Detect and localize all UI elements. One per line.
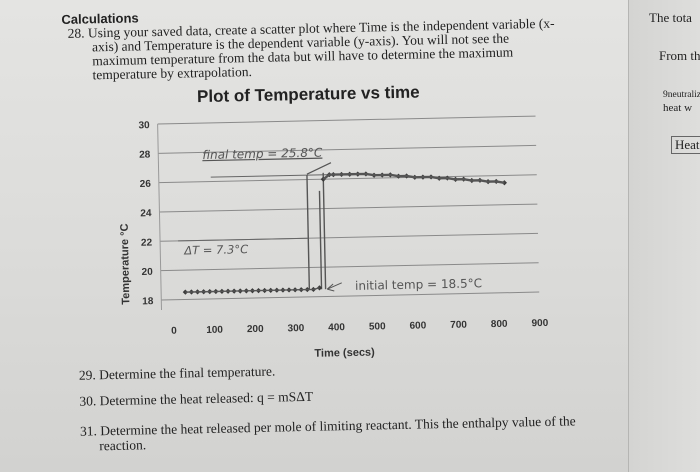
y-tick-label: 24 — [140, 208, 152, 219]
gridline-y-24 — [159, 203, 538, 213]
series-line — [322, 172, 505, 184]
y-tick-label: 20 — [141, 267, 153, 278]
extrapolation-line-2 — [318, 190, 323, 290]
y-axis-line — [157, 123, 163, 310]
question-31-line-2: reaction. — [99, 437, 147, 454]
annotation-lines — [178, 162, 342, 292]
adjacent-page-line-1: The tota — [649, 10, 692, 25]
data-points — [182, 171, 507, 295]
x-tick-label: 200 — [247, 324, 264, 335]
x-tick-label: 900 — [531, 318, 548, 329]
y-axis-label: Temperature °C — [119, 223, 133, 305]
extrapolation-line-1 — [306, 175, 311, 290]
gridline-y-30 — [157, 115, 536, 125]
x-tick-label: 400 — [328, 322, 345, 333]
initial-temp-arrow — [327, 282, 342, 290]
gridline-y-18 — [161, 291, 540, 301]
y-tick-label: 30 — [138, 120, 150, 131]
delta-t-line — [178, 237, 309, 242]
final-temp-line — [210, 174, 332, 178]
y-tick-labels: 18 20 22 24 26 28 30 — [138, 120, 153, 307]
x-tick-labels: 0 100 200 300 400 500 600 700 800 900 — [171, 318, 549, 337]
x-tick-label: 600 — [409, 320, 426, 331]
delta-t-annotation: ΔT = 7.3°C — [183, 242, 248, 257]
extrapolation-line-3 — [322, 172, 327, 290]
x-tick-label: 700 — [450, 320, 467, 331]
x-tick-label: 300 — [287, 323, 304, 334]
gridline-y-28 — [158, 144, 537, 154]
y-tick-label: 26 — [140, 179, 152, 190]
final-temp-pointer — [306, 162, 332, 175]
adjacent-page-line-2: From th — [659, 48, 700, 63]
x-tick-label: 500 — [369, 321, 386, 332]
gridline-y-26 — [158, 174, 537, 184]
adjacent-page-line-4: heat w — [663, 102, 693, 114]
final-temp-annotation: final temp = 25.8°C — [202, 146, 323, 163]
baseline-series-line — [185, 287, 320, 293]
y-tick-label: 18 — [142, 296, 154, 307]
y-tick-label: 28 — [139, 149, 151, 160]
initial-temp-annotation: initial temp = 18.5°C — [355, 276, 482, 293]
adjacent-page-line-3: 9neutraliz — [663, 90, 700, 100]
x-tick-label: 800 — [491, 319, 508, 330]
x-tick-label: 100 — [206, 325, 223, 336]
adjacent-page-line-5: Heat — [671, 136, 700, 154]
gridline-y-20 — [160, 262, 539, 272]
gridlines — [157, 115, 540, 310]
adjacent-page-edge: The tota From th 9neutraliz heat w Heat — [628, 0, 700, 472]
x-axis-label: Time (secs) — [314, 347, 375, 360]
initial-temp-arrowhead — [326, 283, 335, 292]
y-tick-label: 22 — [141, 237, 153, 248]
x-tick-label: 0 — [171, 326, 177, 337]
